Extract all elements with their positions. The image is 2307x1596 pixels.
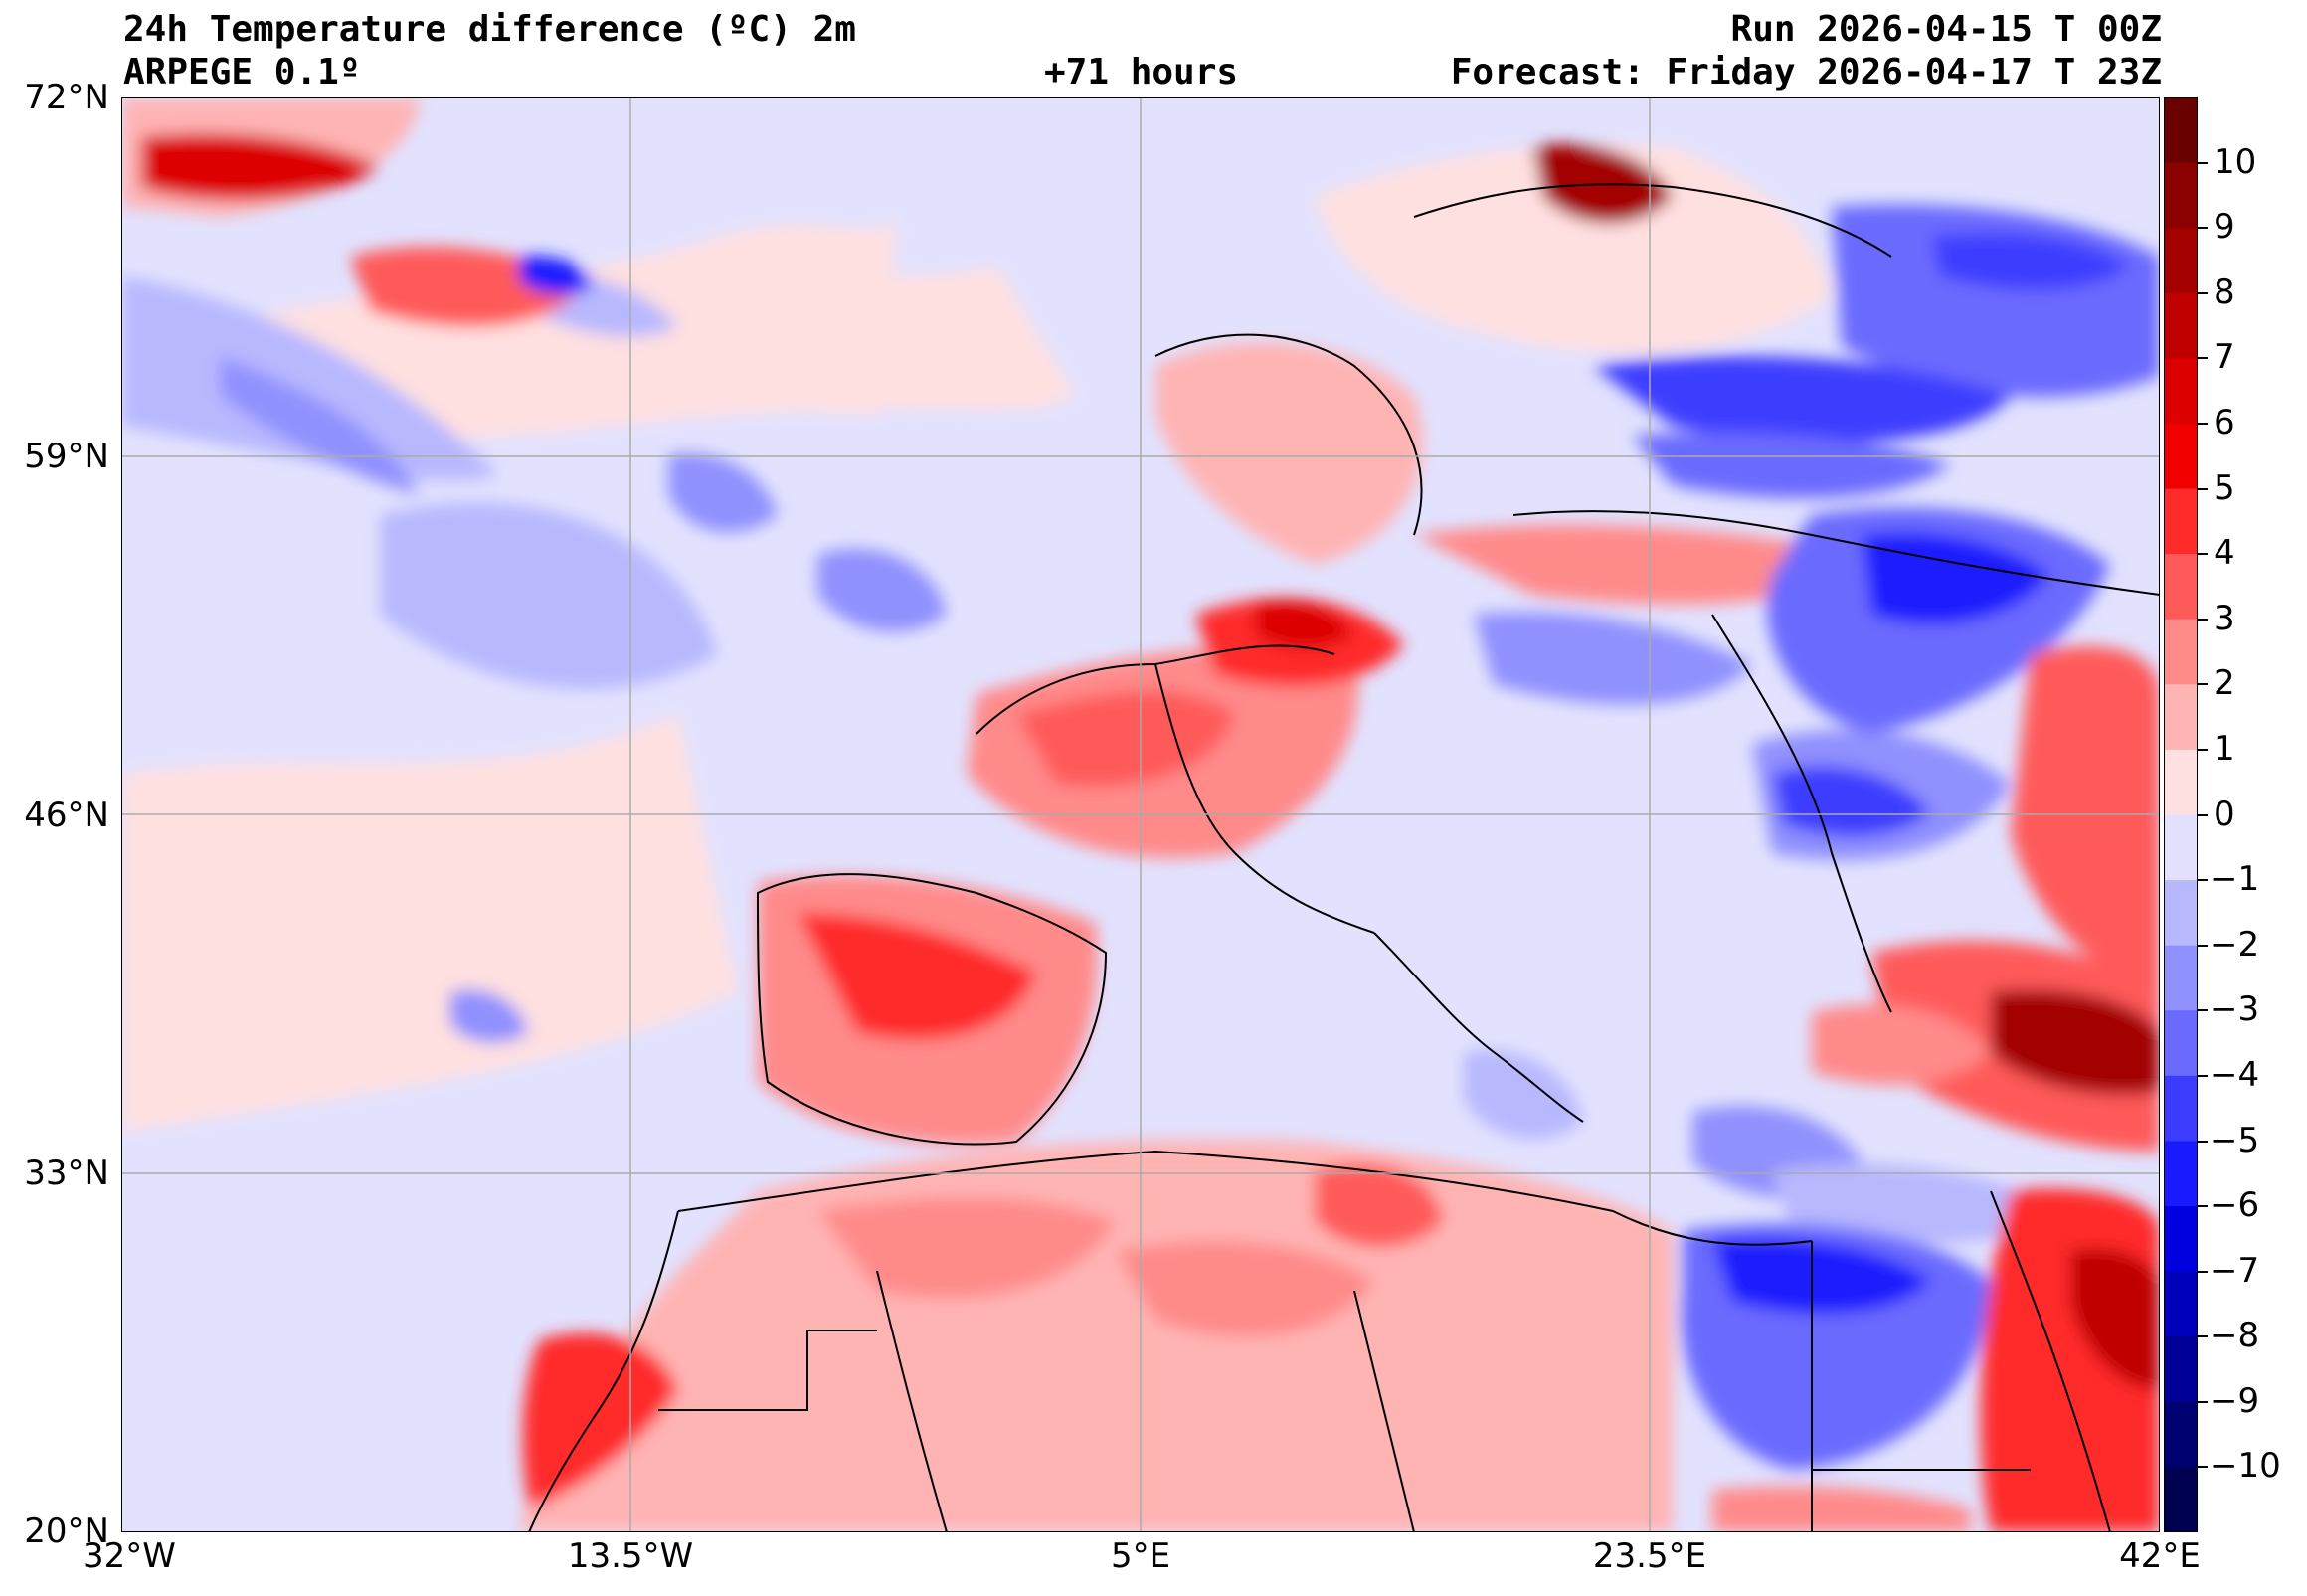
colorbar-segment	[2164, 1271, 2198, 1337]
colorbar-segment	[2164, 292, 2198, 359]
colorbar-tick	[2198, 683, 2208, 686]
colorbar-segment	[2164, 488, 2198, 555]
colorbar-tick-label: 4	[2214, 533, 2235, 574]
colorbar-segment	[2164, 1336, 2198, 1403]
lon-tick-label: 5°E	[1110, 1536, 1171, 1576]
colorbar-tick	[2198, 1074, 2208, 1077]
colorbar-segment	[2164, 880, 2198, 947]
colorbar-segment	[2164, 814, 2198, 881]
colorbar-tick-label: 10	[2214, 141, 2257, 182]
colorbar-tick-label: −1	[2210, 859, 2260, 900]
colorbar-segment	[2164, 358, 2198, 425]
colorbar-tick-label: −4	[2210, 1054, 2260, 1095]
colorbar-tick	[2198, 813, 2208, 816]
lon-tick-label: 23.5°E	[1592, 1536, 1707, 1576]
colorbar-tick	[2198, 161, 2208, 164]
colorbar-tick-label: 9	[2214, 207, 2235, 248]
colorbar-tick-label: −9	[2210, 1380, 2260, 1421]
lat-tick-label: 59°N	[24, 437, 109, 476]
lat-tick-label: 46°N	[24, 796, 109, 835]
colorbar-segment	[2164, 1467, 2198, 1532]
lead-time-label: +71 hours	[1044, 52, 1239, 92]
colorbar-tick-label: −2	[2210, 924, 2260, 965]
colorbar-segment	[2164, 423, 2198, 490]
run-label: Run 2026-04-15 T 00Z	[1730, 9, 2162, 50]
colorbar-segment	[2164, 97, 2198, 164]
colorbar-tick	[2198, 1009, 2208, 1012]
colorbar-border	[2164, 97, 2198, 1532]
colorbar-tick-label: 0	[2214, 794, 2235, 834]
colorbar-segment	[2164, 945, 2198, 1011]
colorbar-tick	[2198, 1400, 2208, 1403]
lon-tick-label: 13.5°W	[567, 1536, 694, 1576]
colorbar-tick	[2198, 1270, 2208, 1273]
colorbar-tick	[2198, 487, 2208, 490]
colorbar-tick-label: −5	[2210, 1120, 2260, 1160]
colorbar-tick-label: −8	[2210, 1316, 2260, 1356]
colorbar-tick-label: 2	[2214, 663, 2235, 704]
temperature-difference-map[interactable]	[121, 97, 2160, 1532]
colorbar-tick	[2198, 553, 2208, 556]
colorbar-tick-label: −10	[2210, 1446, 2281, 1487]
colorbar-tick	[2198, 879, 2208, 882]
colorbar-tick	[2198, 291, 2208, 294]
colorbar-tick-label: 8	[2214, 271, 2235, 312]
colorbar-tick	[2198, 618, 2208, 621]
lat-tick-label: 33°N	[24, 1153, 109, 1193]
colorbar-tick-label: 7	[2214, 337, 2235, 378]
colorbar-segment	[2164, 1401, 2198, 1468]
colorbar-segment	[2164, 619, 2198, 685]
colorbar-tick	[2198, 1140, 2208, 1143]
colorbar	[2164, 97, 2198, 1532]
lon-tick-label: 42°E	[2119, 1536, 2201, 1576]
colorbar-segment	[2164, 1206, 2198, 1273]
colorbar-tick-label: 5	[2214, 467, 2235, 508]
colorbar-tick	[2198, 944, 2208, 947]
colorbar-segment	[2164, 1141, 2198, 1207]
colorbar-segment	[2164, 1010, 2198, 1077]
colorbar-segment	[2164, 1075, 2198, 1142]
lat-tick-label: 72°N	[24, 78, 109, 117]
model-label: ARPEGE 0.1º	[123, 52, 361, 92]
colorbar-tick	[2198, 227, 2208, 230]
colorbar-tick-label: 1	[2214, 728, 2235, 769]
anomaly-field	[121, 97, 2160, 1532]
colorbar-tick-label: 3	[2214, 598, 2235, 638]
colorbar-tick	[2198, 357, 2208, 360]
colorbar-segment	[2164, 554, 2198, 621]
lon-tick-label: 32°W	[83, 1536, 176, 1576]
colorbar-segment	[2164, 228, 2198, 294]
colorbar-tick	[2198, 1205, 2208, 1207]
lat-tick-label: 20°N	[24, 1511, 109, 1551]
forecast-label: Forecast: Friday 2026-04-17 T 23Z	[1450, 52, 2162, 92]
colorbar-tick-label: −7	[2210, 1250, 2260, 1291]
colorbar-segment	[2164, 162, 2198, 229]
colorbar-tick-label: −6	[2210, 1185, 2260, 1225]
colorbar-tick	[2198, 423, 2208, 425]
colorbar-tick-label: 6	[2214, 403, 2235, 443]
graticule	[121, 97, 2160, 1532]
colorbar-tick	[2198, 1335, 2208, 1338]
colorbar-segment	[2164, 749, 2198, 815]
map-title: 24h Temperature difference (ºC) 2m	[123, 9, 856, 50]
colorbar-tick	[2198, 1466, 2208, 1469]
colorbar-tick	[2198, 748, 2208, 751]
colorbar-tick-label: −3	[2210, 989, 2260, 1030]
country-borders	[528, 183, 2160, 1532]
map-canvas	[121, 97, 2160, 1532]
colorbar-segment	[2164, 684, 2198, 751]
